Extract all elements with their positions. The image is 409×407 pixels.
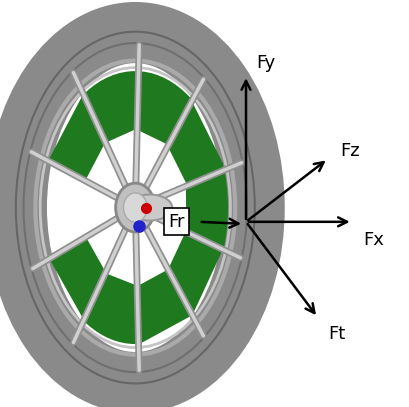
Text: Fy: Fy <box>256 54 275 72</box>
Polygon shape <box>83 71 138 142</box>
Polygon shape <box>137 71 192 146</box>
Text: Fx: Fx <box>362 231 383 249</box>
Ellipse shape <box>115 183 155 232</box>
Text: Fr: Fr <box>168 213 184 231</box>
Text: Fz: Fz <box>339 142 359 160</box>
Polygon shape <box>186 170 227 250</box>
Polygon shape <box>83 273 138 344</box>
Text: Ft: Ft <box>327 325 344 343</box>
Polygon shape <box>48 71 224 344</box>
Ellipse shape <box>123 193 147 222</box>
Ellipse shape <box>127 195 172 221</box>
